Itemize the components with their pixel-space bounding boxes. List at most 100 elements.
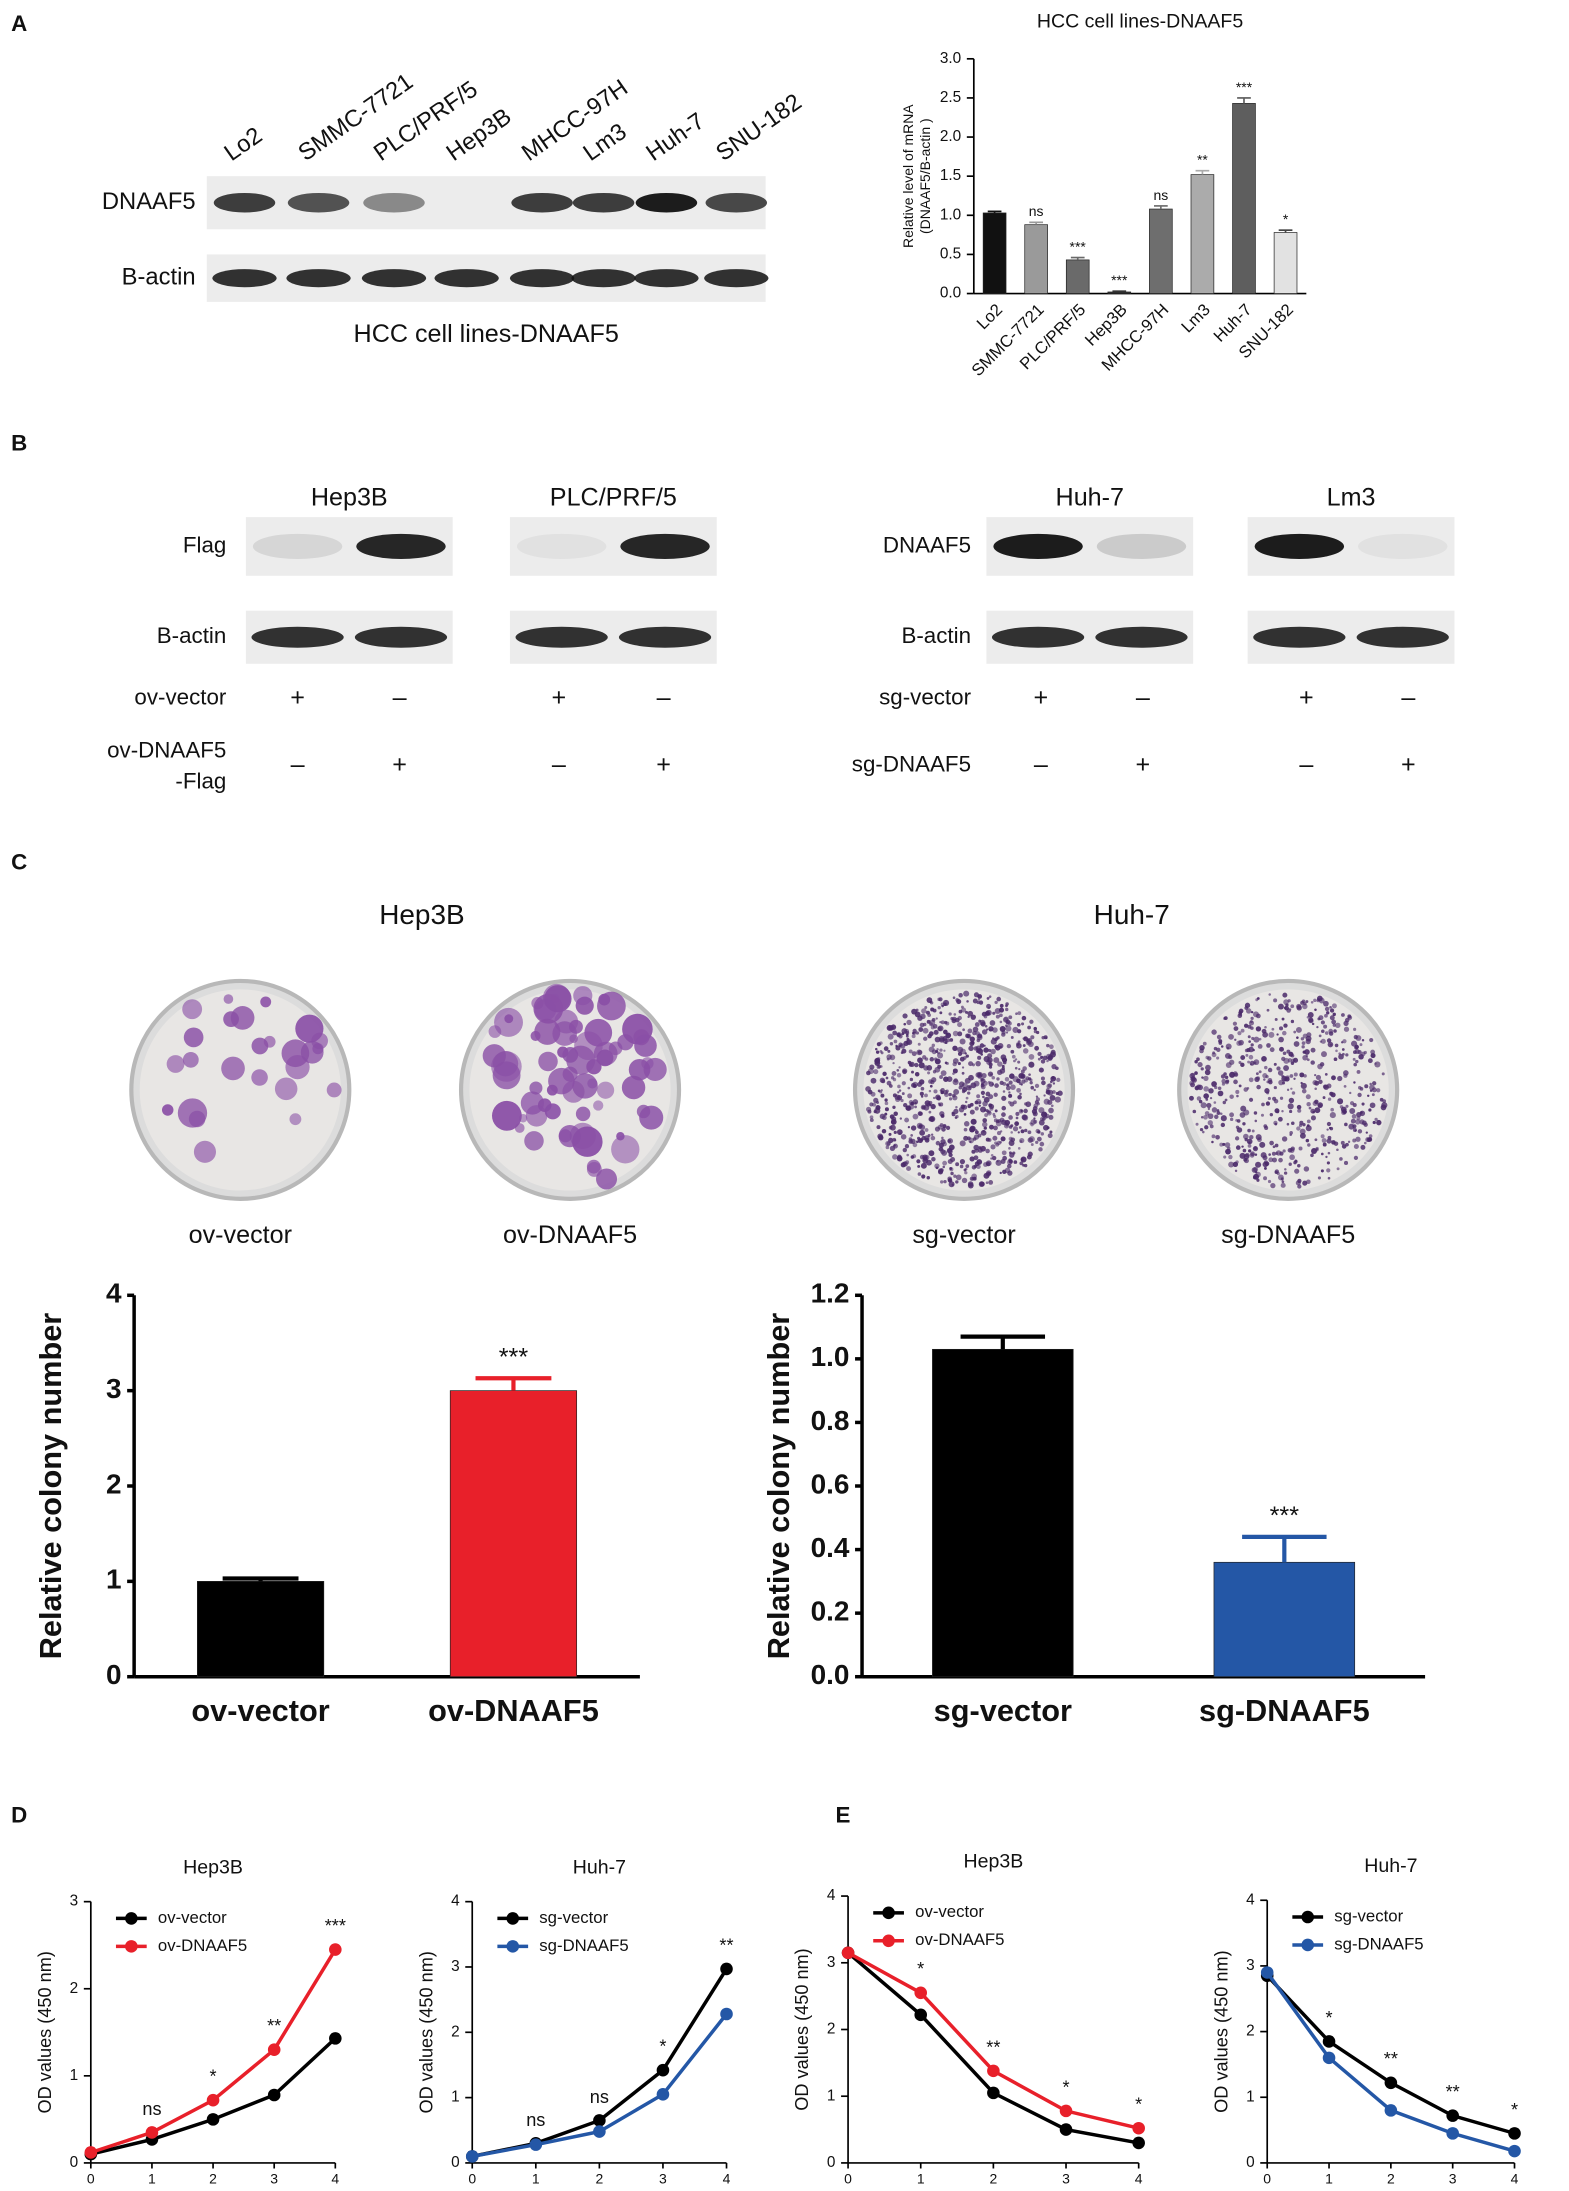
colony-dot (898, 1066, 901, 1069)
colony-dot (1331, 1019, 1337, 1025)
colony-dot (1243, 1157, 1248, 1162)
colony-dot (874, 1057, 881, 1064)
significance-label: * (1326, 2008, 1333, 2028)
colony-dot (1271, 1157, 1277, 1163)
blot-band (252, 533, 343, 559)
colony-dot (887, 1049, 891, 1053)
significance-label: *** (1270, 1502, 1300, 1530)
colony-dot (960, 1005, 964, 1009)
colony-dot (1001, 1150, 1007, 1156)
colony-dot (1195, 1122, 1199, 1126)
colony-dot (1359, 1087, 1364, 1091)
colony-dot (1001, 1112, 1006, 1117)
colony-dot (985, 1181, 989, 1185)
colony-dot (1227, 1146, 1231, 1151)
colony-dot (919, 1154, 925, 1160)
colony-dot (980, 1053, 983, 1056)
colony-dot (1019, 1161, 1024, 1166)
colony-dot (882, 1071, 887, 1077)
condition-sign: – (1299, 750, 1313, 778)
blot-band (515, 626, 608, 648)
colony-dot (1353, 1155, 1359, 1161)
colony-dot (1281, 1180, 1285, 1184)
colony-dot (1216, 1111, 1221, 1115)
colony-dot (1249, 1020, 1253, 1024)
colony-dot (917, 1042, 921, 1046)
colony-dot (910, 1125, 917, 1131)
colony-dot (1349, 1101, 1355, 1106)
legend-marker (125, 1940, 138, 1953)
colony-dot (983, 1096, 990, 1103)
colony-dot (1266, 1008, 1270, 1012)
colony-dot (895, 1044, 898, 1048)
error-bar (1112, 290, 1127, 293)
colony-dot (951, 1111, 955, 1115)
series-point (1260, 1966, 1274, 1979)
colony-dot (933, 1089, 938, 1094)
colony-dot (1288, 1162, 1292, 1166)
colony-dot (1266, 1043, 1271, 1048)
colony-dot (912, 1081, 918, 1088)
colony-dot (948, 1144, 955, 1151)
colony-dot (974, 1130, 979, 1135)
colony-dot (1352, 1138, 1357, 1143)
colony-dot (1321, 1051, 1327, 1058)
significance-label: *** (1111, 272, 1128, 288)
colony-dot (1057, 1090, 1063, 1096)
colony-dot (1374, 1117, 1378, 1122)
colony-dot (973, 1134, 980, 1140)
colony-dot (1220, 1045, 1224, 1048)
colony-dot (1282, 1081, 1286, 1085)
x-tick-label: 3 (1449, 2170, 1457, 2186)
colony-dot (963, 1168, 967, 1172)
colony-dot (940, 1070, 947, 1077)
y-tick-label: 2 (106, 1468, 122, 1499)
colony-dot (1235, 1089, 1240, 1094)
colony-dot (917, 1015, 923, 1021)
colony-dot (996, 1077, 1000, 1081)
colony-dot (1243, 1133, 1249, 1140)
colony-dot (909, 1077, 914, 1082)
colony-dot (901, 1081, 906, 1086)
colony-dot (865, 1086, 871, 1092)
colony-dot (1318, 1034, 1322, 1038)
colony-dot (930, 1133, 934, 1136)
colony-dot (937, 1005, 941, 1010)
colony-dot (1037, 1057, 1041, 1061)
colony-dot (1238, 1060, 1242, 1064)
bar (932, 1348, 1074, 1678)
significance-label: ns (1153, 187, 1168, 203)
colony-dot (1306, 1119, 1311, 1124)
colony-dot (1200, 1102, 1207, 1109)
colony-dot (1263, 1078, 1266, 1081)
colony-dot (1308, 1017, 1314, 1023)
colony-dot (1007, 1159, 1013, 1165)
lane-label: SNU-182 (711, 89, 807, 167)
colony-dot (973, 1164, 978, 1169)
colony-dot (964, 1171, 968, 1175)
colony-dot (1314, 1087, 1317, 1091)
colony-dot (959, 1159, 966, 1165)
colony-dot (1236, 1127, 1243, 1133)
colony-dot (913, 1031, 917, 1035)
colony-dot (983, 1014, 988, 1019)
colony-dot (482, 1044, 506, 1068)
colony-dot (1010, 1049, 1015, 1054)
lane-label: Huh-7 (641, 107, 709, 166)
blot-band (213, 192, 276, 213)
colony-dot (1214, 1114, 1219, 1120)
colony-dot (188, 1110, 206, 1128)
colony-dot (1354, 1129, 1357, 1132)
colony-dot (221, 1056, 245, 1081)
colony-dot (952, 1095, 958, 1101)
colony-dot (907, 1126, 911, 1129)
colony-dot (1001, 1105, 1007, 1111)
colony-dot (1049, 1130, 1053, 1134)
colony-dot (908, 1100, 914, 1105)
colony-dot (988, 1179, 994, 1185)
colony-dot (1048, 1107, 1054, 1114)
blot-band (1358, 533, 1448, 559)
colony-dot (1240, 1062, 1245, 1068)
colony-dot (1038, 1119, 1045, 1126)
colony-dot (1365, 1131, 1368, 1134)
